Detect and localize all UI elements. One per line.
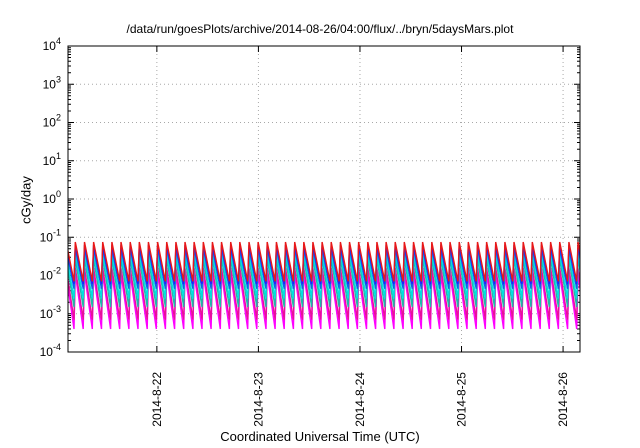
y-tick-label: 103 [43, 74, 61, 91]
y-tick-label: 10-2 [40, 266, 61, 283]
y-tick-label: 102 [43, 113, 61, 130]
series-line-7 [68, 241, 580, 282]
x-tick-label: 2014-8-25 [455, 372, 469, 427]
chart-title: /data/run/goesPlots/archive/2014-08-26/0… [126, 22, 514, 36]
y-tick-label: 101 [43, 151, 61, 168]
x-tick-label: 2014-8-26 [556, 372, 570, 427]
y-tick-label: 10-4 [40, 342, 61, 359]
y-axis-label: cGy/day [18, 176, 34, 224]
y-tick-label: 100 [43, 189, 61, 206]
x-tick-label: 2014-8-22 [150, 372, 164, 427]
y-tick-label: 10-1 [40, 227, 61, 244]
plot-frame [67, 45, 581, 353]
x-axis-label: Coordinated Universal Time (UTC) [220, 429, 420, 444]
y-tick-label: 10-3 [40, 304, 61, 321]
y-tick-label: 104 [43, 36, 61, 53]
x-tick-label: 2014-8-23 [251, 372, 265, 427]
x-tick-label: 2014-8-24 [353, 372, 367, 427]
